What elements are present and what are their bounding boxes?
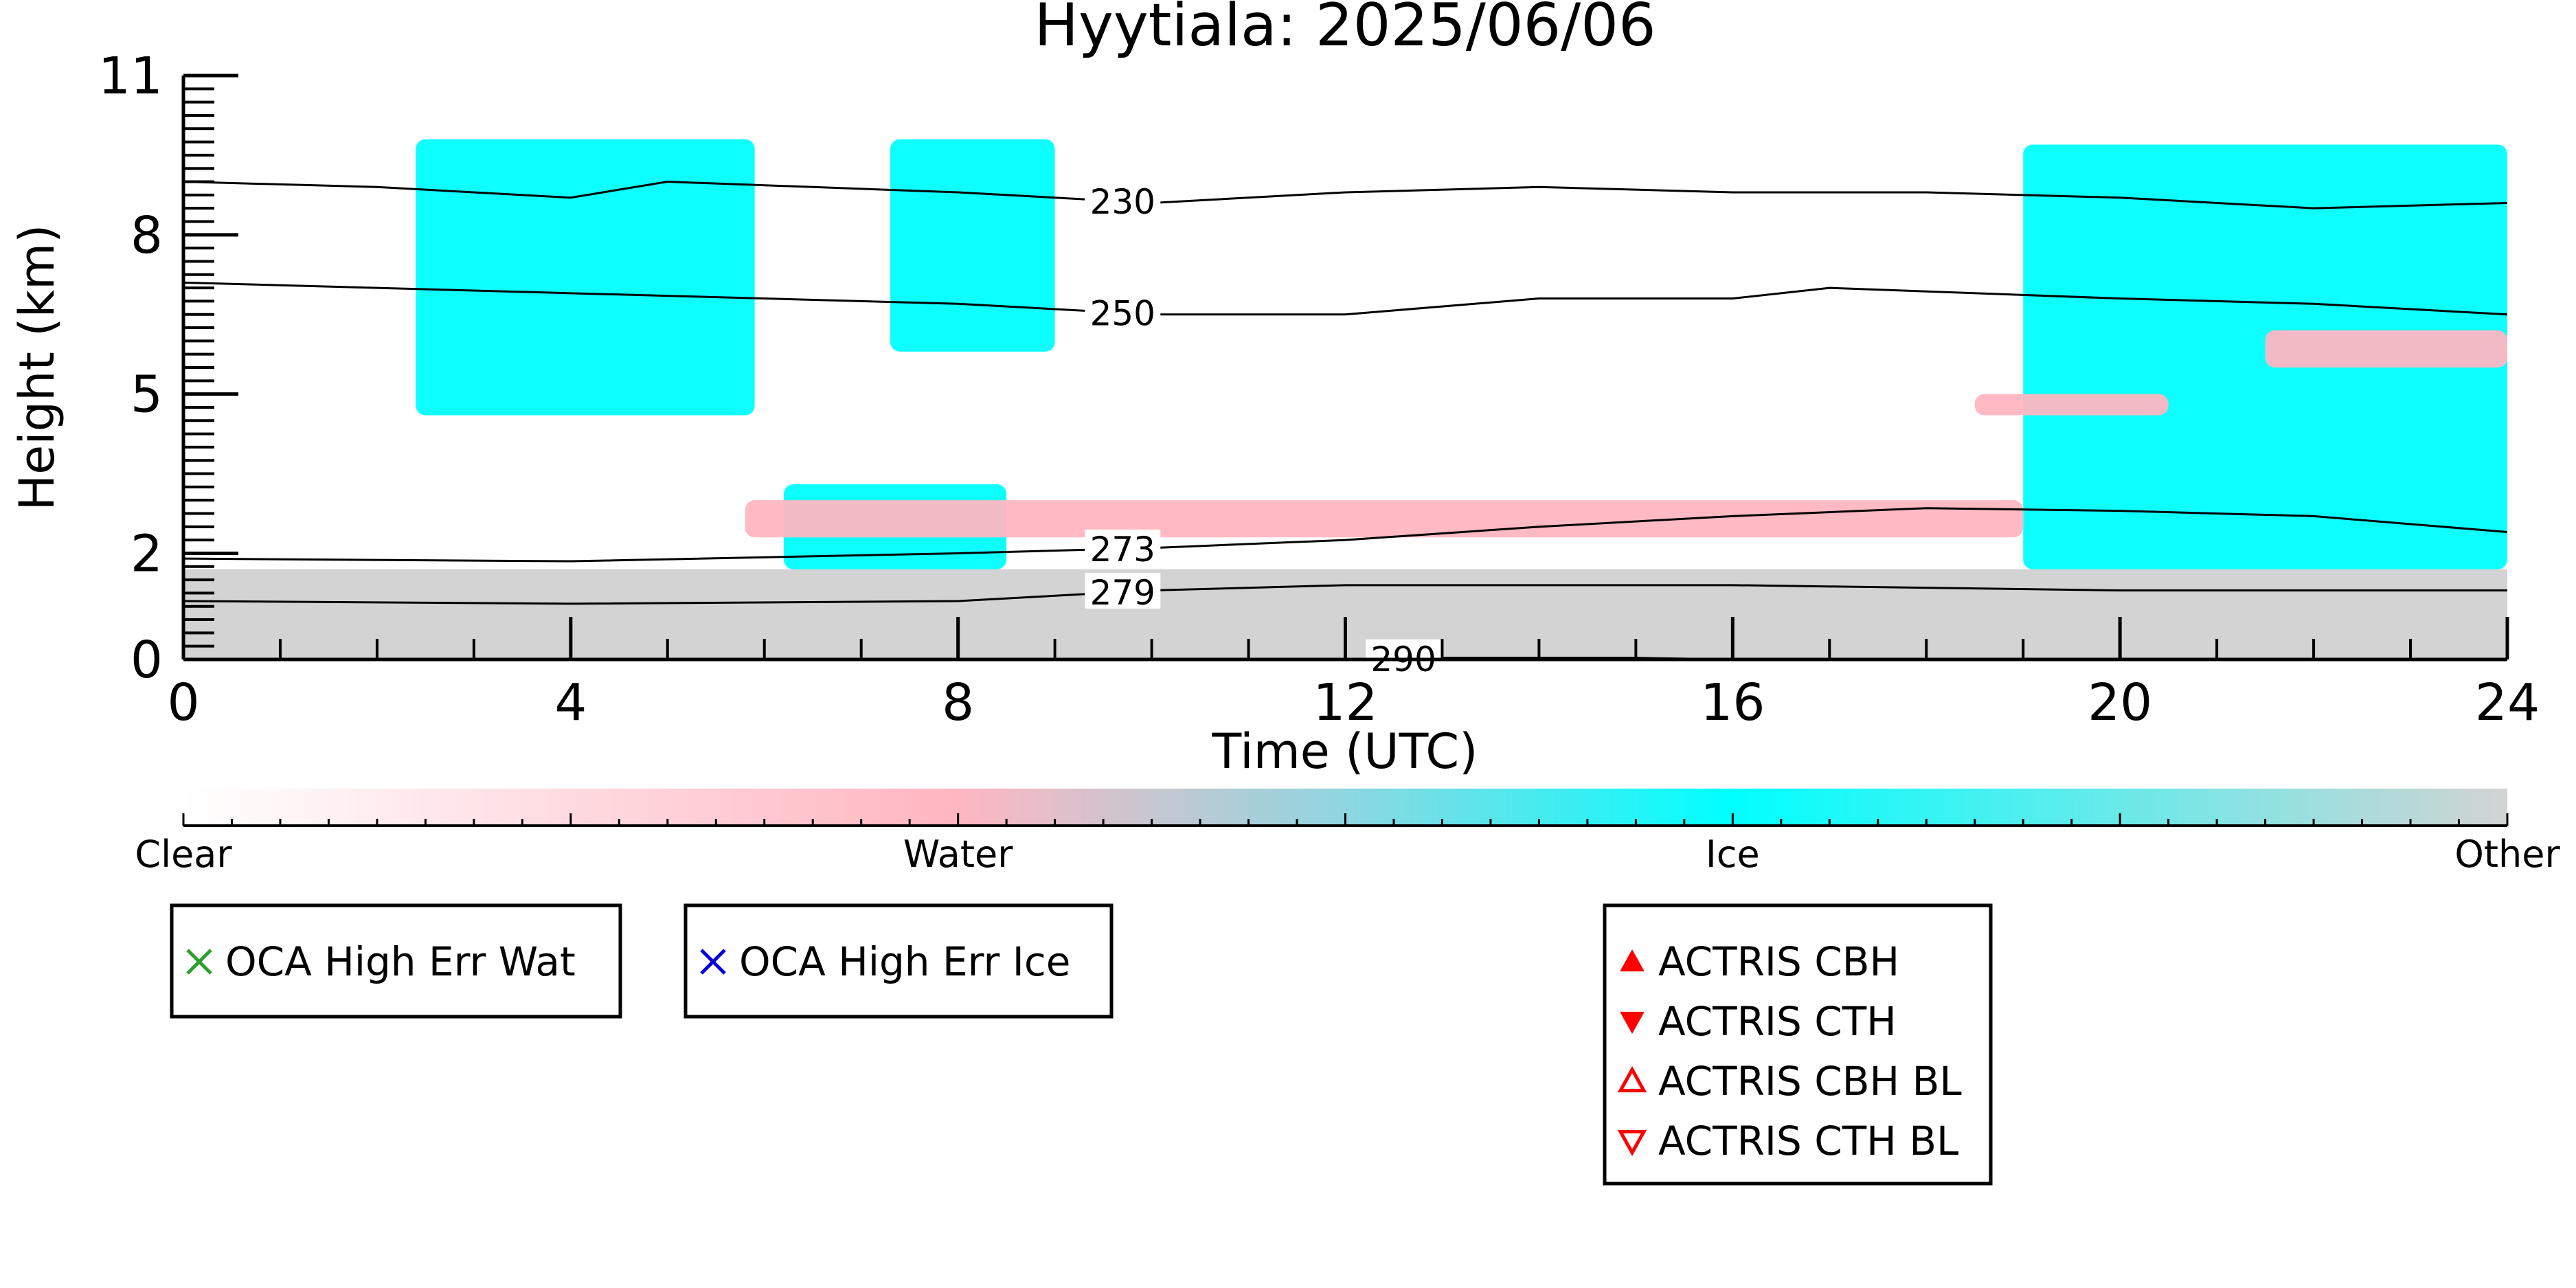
y-tick-label: 5 [131, 365, 163, 425]
legend-box: OCA High Err Wat [170, 903, 622, 1019]
x-tick-label: 12 [1313, 673, 1377, 732]
triangle-down-icon [1620, 1011, 1645, 1035]
region-water [745, 500, 2024, 538]
isotherm-label-279: 279 [1090, 573, 1155, 613]
legend-frame [170, 903, 622, 1019]
isotherm-250 [183, 281, 2507, 316]
isotherm-label-250: 250 [1090, 293, 1155, 333]
legends: OCA High Err Wat OCA High Err Ice ACTRIS C… [170, 903, 1993, 1186]
legend-entry-label: ACTRIS CBH BL [1658, 1058, 1962, 1105]
isotherm-279 [183, 584, 2507, 605]
legend-entry-label: OCA High Err Ice [739, 938, 1070, 985]
legend-box: OCA High Err Ice [683, 903, 1114, 1019]
axis-ticks: 0 2 5 8 11 0 4 8 12 16 20 24 [98, 47, 2540, 732]
triangle-up-icon [1617, 1065, 1647, 1093]
x-marker-icon [186, 949, 212, 975]
region-water [1974, 394, 2169, 416]
legend-entry-label: ACTRIS CTH BL [1658, 1118, 1958, 1164]
plot-area [183, 139, 2507, 659]
colorbar-label-ice: Ice [1706, 833, 1760, 876]
x-tick-label: 4 [554, 673, 587, 732]
y-tick-label: 8 [131, 206, 163, 265]
triangle-down-icon [1617, 1129, 1647, 1157]
legend-entry-label: OCA High Err Wat [225, 938, 576, 985]
x-tick-label: 8 [942, 673, 974, 732]
colorbar-label-water: Water [903, 833, 1013, 876]
classification-regions [183, 139, 2507, 659]
y-tick-label: 11 [98, 47, 163, 106]
isotherm-label-bg [1085, 293, 1161, 330]
isotherm-label-273: 273 [1090, 530, 1155, 569]
y-axis-label: Height (km) [9, 225, 65, 511]
legend-entry-label: ACTRIS CTH [1658, 998, 1897, 1045]
region-ice [416, 139, 755, 416]
triangle-up-icon [1620, 949, 1645, 972]
isotherm-label-bg [1366, 639, 1442, 675]
x-marker-icon [700, 949, 726, 975]
isotherm-label-bg [1085, 572, 1161, 609]
colorbar-label-other: Other [2454, 833, 2560, 876]
y-tick-label: 2 [131, 524, 163, 583]
x-tick-label: 20 [2088, 673, 2152, 732]
isotherm-label-230: 230 [1090, 182, 1155, 222]
x-axis-label: Time (UTC) [1212, 723, 1478, 780]
region-ice [2023, 144, 2507, 569]
chart-title: Hyytiala: 2025/06/06 [1034, 0, 1656, 60]
isotherm-230 [183, 181, 2507, 210]
legend-entry-label: ACTRIS CBH [1658, 938, 1899, 985]
legend-frame [683, 903, 1114, 1019]
x-tick-label: 0 [167, 673, 199, 732]
legend-frame [1603, 903, 1993, 1186]
x-tick-label: 24 [2475, 673, 2540, 732]
colorbar: Clear Water Ice Other [135, 789, 2560, 876]
legend-box: ACTRIS CBH ACTRIS CTH ACTRIS CBH BL ACTRIS … [1603, 903, 1993, 1186]
region-ice [890, 139, 1055, 352]
isotherm-label-bg [1085, 182, 1161, 218]
isotherm-label-bg [1085, 529, 1161, 565]
colorbar-label-clear: Clear [135, 833, 232, 876]
region-water [2265, 330, 2507, 368]
isotherm-273 [183, 507, 2507, 563]
x-tick-label: 16 [1700, 673, 1765, 732]
y-tick-label: 0 [131, 631, 163, 690]
